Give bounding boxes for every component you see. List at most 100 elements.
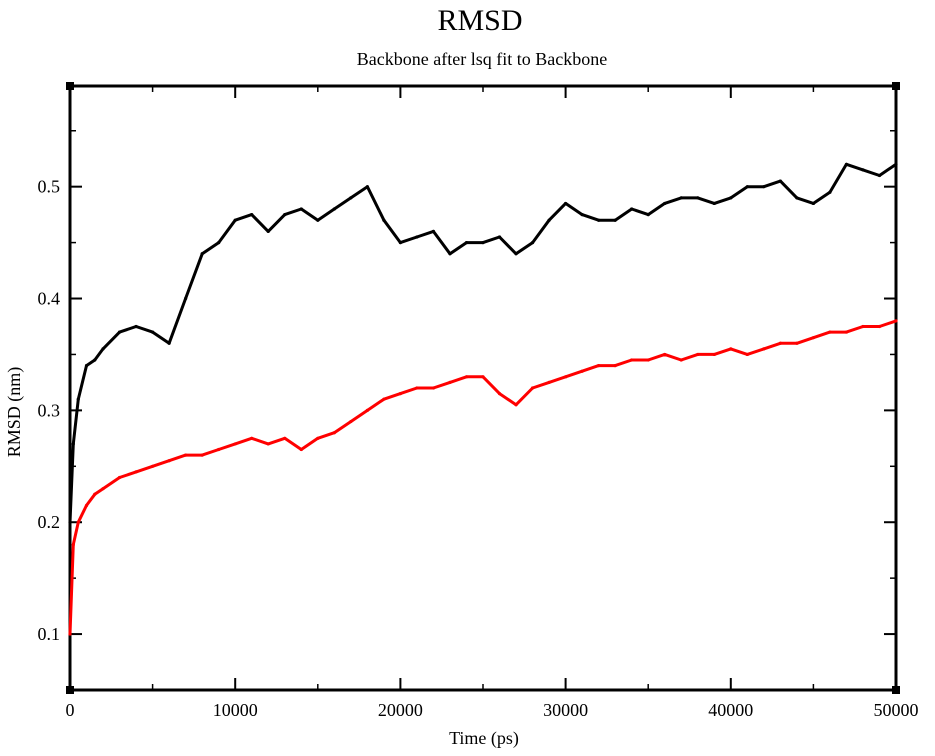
x-axis-ticks [69,86,897,690]
data-point-black [514,252,518,256]
y-tick-label: 0.4 [38,289,61,309]
data-point-black [564,201,568,206]
data-point-black [250,213,254,217]
data-point-red [597,364,601,368]
data-point-red [217,447,221,452]
data-point-red [283,436,287,440]
frame-corner-marker [66,82,74,90]
data-point-red [117,475,122,480]
data-point-red [84,503,89,508]
data-point-black [828,190,832,194]
plot-frame [68,84,898,692]
data-point-red [332,431,336,435]
x-tick-label: 10000 [213,700,258,720]
data-point-black [134,324,138,329]
data-point-black [266,229,270,234]
data-point-black [547,218,551,222]
data-point-red [646,358,650,362]
y-tick-label: 0.5 [38,177,61,197]
data-point-red [233,442,237,446]
data-point-red [530,386,535,390]
chart-subtitle: Backbone after lsq fit to Backbone [357,49,607,69]
data-point-black [745,185,749,189]
data-point-red [398,391,402,396]
data-point-black [795,196,799,200]
data-point-black [762,185,766,189]
x-tick-label: 40000 [708,700,753,720]
data-point-red [71,542,75,547]
y-tick-label: 0.2 [38,512,61,532]
x-tick-label: 30000 [543,700,588,720]
data-point-black [365,185,369,189]
data-point-black [877,173,882,178]
data-point-black [861,168,865,172]
data-point-black [415,235,419,239]
data-point-red [151,464,155,468]
data-point-black [613,218,617,222]
x-axis-title: Time (ps) [449,728,519,749]
data-point-black [398,240,402,245]
data-point-red [448,380,452,385]
data-point-red [811,336,816,340]
data-point-black [151,330,155,334]
data-point-red [630,358,634,362]
data-point-red [580,369,584,373]
data-point-red [464,375,469,379]
data-point-red [828,330,832,334]
data-point-black [200,252,204,256]
frame-corner-marker [892,82,900,90]
data-point-red [316,436,320,440]
data-point-red [844,330,849,334]
data-point-red [696,352,700,357]
data-point-black [117,330,122,334]
data-point-red [564,375,568,379]
data-point-red [778,341,782,345]
data-point-red [200,453,204,457]
data-point-black [497,235,502,239]
y-axis-ticks [70,129,896,636]
x-tick-label: 20000 [378,700,423,720]
data-point-black [101,347,105,351]
data-point-black [93,358,97,362]
data-point-red [547,380,551,385]
data-point-red [250,436,254,440]
data-point-black [448,252,452,256]
data-point-black [71,442,75,446]
data-point-red [745,352,749,357]
data-point-black [580,213,584,217]
data-point-red [663,352,667,357]
data-point-black [679,196,683,200]
data-point-black [811,201,816,206]
data-point-black [76,397,80,401]
y-tick-label: 0.1 [38,624,61,644]
data-point-black [84,364,89,368]
data-point-red [497,391,502,396]
series-line-red [68,319,897,635]
x-axis-tick-labels: 0 10000 20000 30000 40000 50000 [66,700,919,720]
frame-corner-marker [66,686,74,694]
data-point-black [332,207,336,211]
data-point-black [696,196,700,200]
data-point-black [382,218,386,222]
data-point-red [861,324,865,329]
data-point-red [382,397,386,401]
data-point-black [464,240,469,245]
data-point-red [167,459,171,463]
data-point-red [729,347,733,351]
data-point-black [283,213,287,217]
data-point-red [877,324,882,329]
data-point-red [762,347,766,351]
data-point-black [712,201,716,206]
series-line-black [68,162,897,523]
data-point-black [316,218,320,222]
data-point-red [481,375,485,379]
chart-title: RMSD [437,4,522,37]
data-point-red [134,470,138,474]
data-point-black [844,162,849,166]
data-point-black [299,207,303,211]
data-point-black [729,196,733,200]
data-point-black [778,179,782,183]
frame-corner-marker [892,686,900,694]
data-point-black [233,218,237,222]
